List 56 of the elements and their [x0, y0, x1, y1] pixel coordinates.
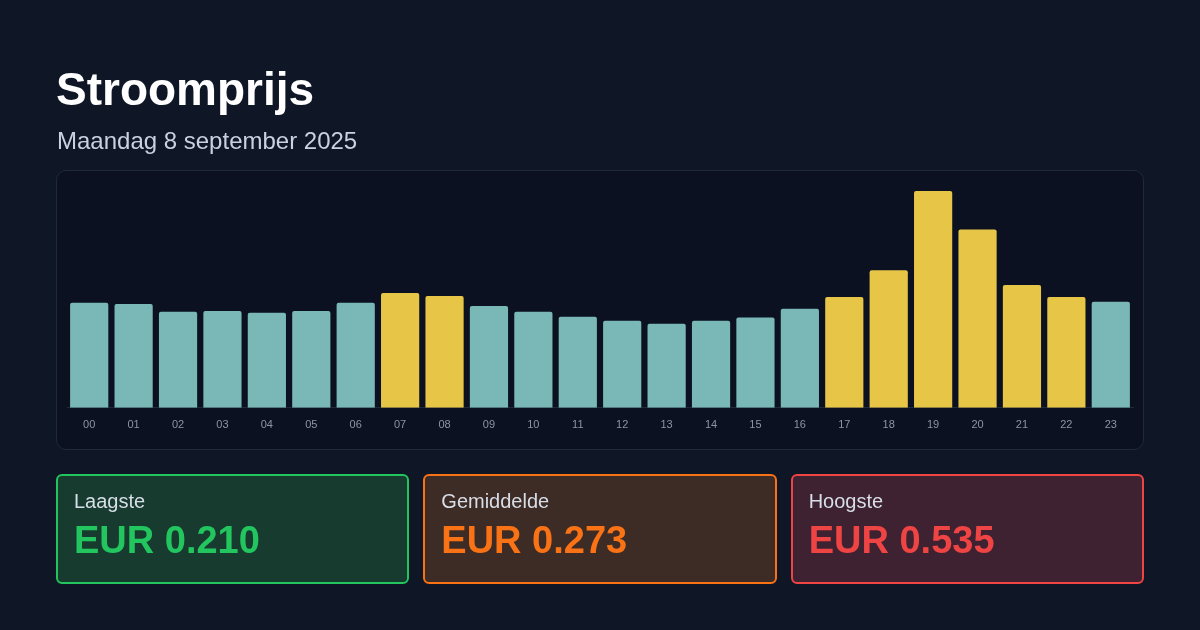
bar [1091, 301, 1130, 408]
chart-title: Stroomprijs [56, 62, 315, 116]
x-tick-label: 02 [171, 418, 185, 431]
x-tick-label: 17 [838, 418, 851, 431]
bar [869, 270, 908, 408]
bar [736, 317, 775, 408]
x-tick-label: 23 [1104, 418, 1117, 431]
chart-subtitle: Maandag 8 september 2025 [57, 127, 358, 155]
x-tick-label: 03 [216, 418, 229, 431]
x-tick-label: 19 [927, 418, 940, 431]
bar [292, 310, 331, 408]
x-tick-label: 11 [572, 418, 584, 431]
text: Hoogste [808, 490, 885, 513]
bar [691, 320, 731, 408]
bar [425, 295, 464, 408]
bar [958, 229, 997, 408]
text: EUR 0.535 [808, 519, 996, 562]
text: EUR 0.210 [74, 519, 261, 562]
bar [247, 312, 286, 408]
bar [336, 302, 375, 408]
bar [381, 292, 420, 408]
x-tick-label: 00 [83, 418, 96, 431]
bar [603, 320, 642, 408]
x-tick-label: 08 [438, 418, 451, 431]
x-tick-label: 01 [127, 418, 140, 431]
text: Laagste [74, 490, 147, 513]
bar [558, 316, 597, 408]
x-tick-label: 10 [527, 418, 540, 431]
bar [514, 311, 553, 408]
bar [914, 191, 953, 408]
bar [780, 308, 819, 408]
bar [647, 323, 686, 408]
x-tick-label: 13 [660, 418, 673, 431]
x-tick-label: 04 [260, 418, 273, 431]
x-tick-label: 16 [793, 418, 806, 431]
x-tick-label: 22 [1060, 418, 1073, 431]
bar [158, 311, 198, 408]
bar [1047, 297, 1086, 408]
x-tick-label: 21 [1015, 418, 1029, 431]
x-tick-label: 18 [882, 418, 895, 431]
bar [70, 302, 109, 408]
x-tick-label: 06 [349, 418, 362, 431]
bar [825, 297, 864, 408]
x-tick-label: 20 [971, 418, 984, 431]
text: Gemiddelde [441, 490, 551, 513]
x-tick-label: 09 [482, 418, 496, 431]
x-tick-label: 14 [704, 418, 718, 431]
x-tick-label: 07 [394, 418, 407, 431]
x-tick-label: 05 [305, 418, 318, 431]
text: EUR 0.273 [441, 519, 629, 562]
x-tick-label: 12 [616, 418, 629, 431]
bar [203, 310, 242, 408]
bar [1002, 285, 1042, 408]
bar [114, 303, 153, 408]
bar [469, 305, 509, 408]
x-tick-label: 15 [749, 418, 762, 431]
